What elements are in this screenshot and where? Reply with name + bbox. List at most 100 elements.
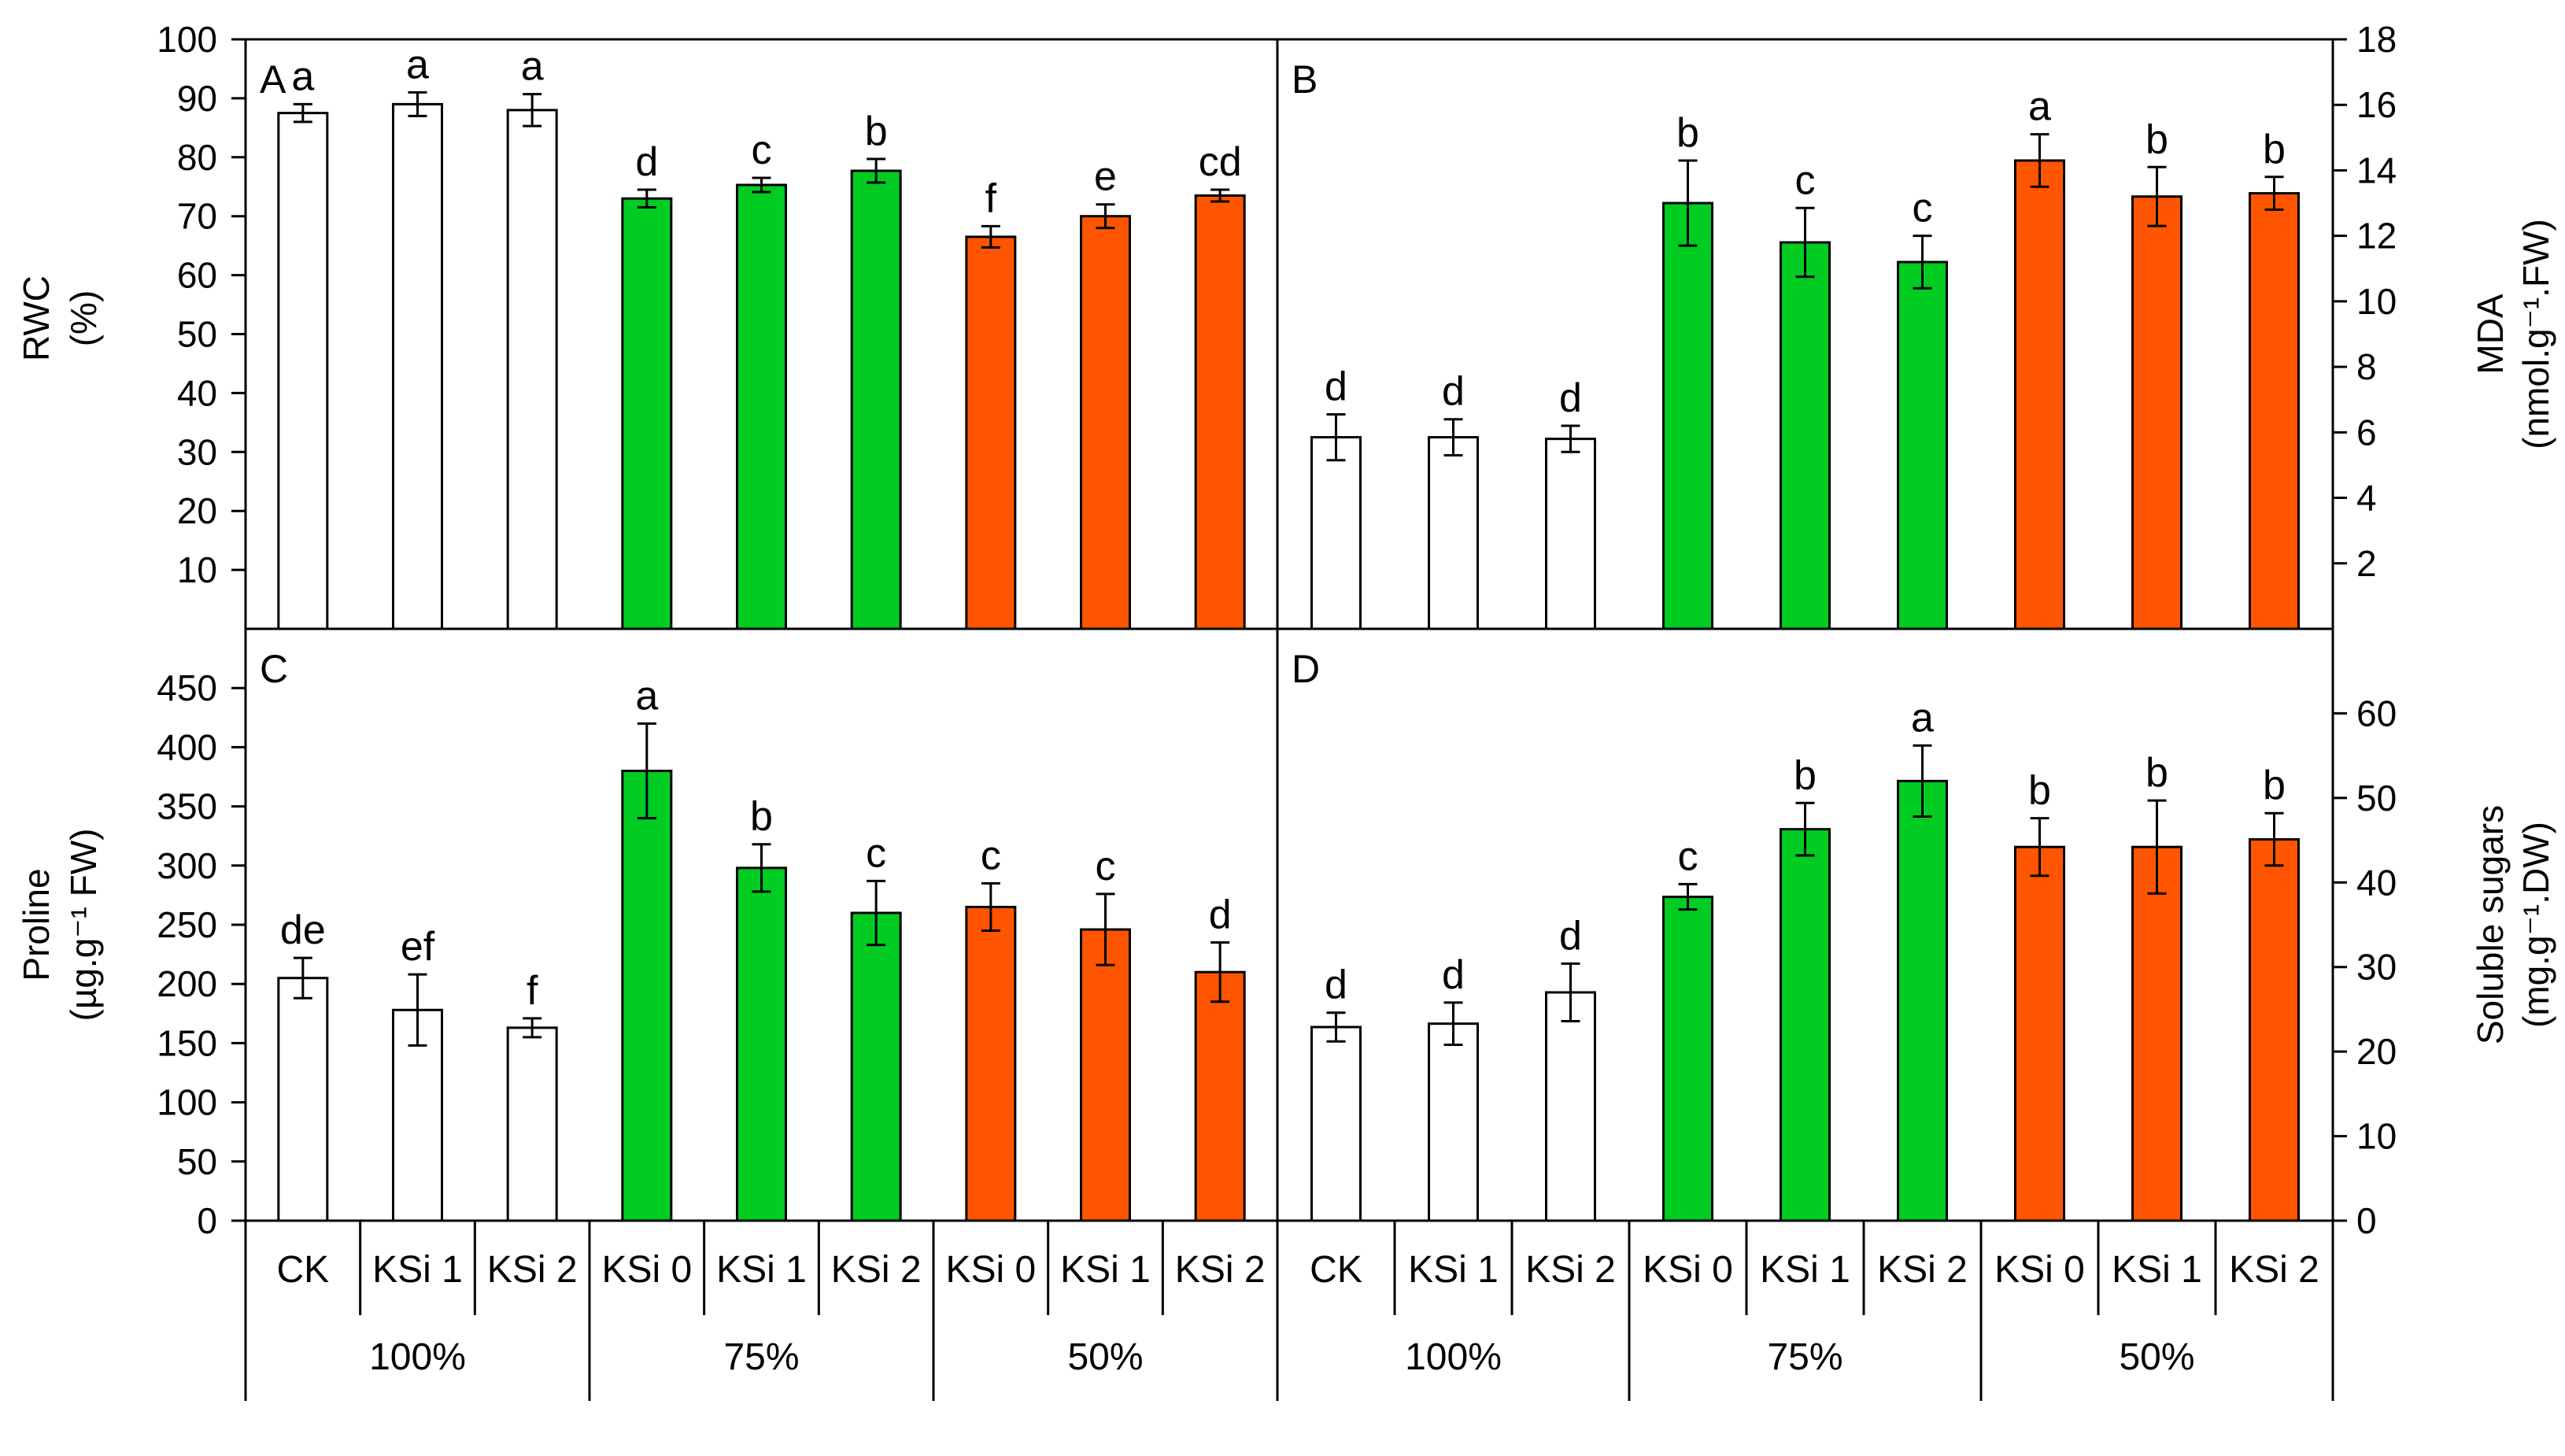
y-tick-label: 30 — [2356, 947, 2397, 988]
significance-letter: cd — [1199, 139, 1242, 185]
category-label: KSi 2 — [1525, 1249, 1616, 1291]
category-label: KSi 1 — [1060, 1249, 1151, 1291]
significance-letter: c — [752, 127, 772, 173]
category-label: KSi 2 — [831, 1249, 922, 1291]
bar — [277, 112, 329, 630]
significance-letter: a — [406, 42, 429, 87]
y-tick-label: 40 — [177, 372, 217, 413]
bar — [277, 977, 329, 1222]
y-tick-label: 4 — [2356, 478, 2377, 519]
panel-letter: C — [260, 647, 288, 691]
significance-letter: b — [865, 109, 888, 154]
y-tick-label: 30 — [177, 431, 217, 472]
significance-letter: b — [2263, 127, 2286, 172]
y-tick-label: 90 — [177, 78, 217, 119]
panel-letter: A — [260, 57, 286, 102]
y-tick-label: 300 — [157, 845, 217, 886]
significance-letter: d — [1325, 963, 1347, 1008]
significance-letter: d — [1559, 913, 1582, 959]
bar — [621, 197, 673, 630]
y-tick-label: 50 — [177, 1141, 217, 1182]
y-axis-title: Proline — [16, 868, 57, 981]
significance-letter: de — [280, 907, 326, 953]
category-label: KSi 2 — [1877, 1249, 1968, 1291]
bar — [1194, 194, 1246, 630]
significance-letter: a — [2028, 84, 2051, 130]
bar — [1428, 1022, 1479, 1222]
y-tick-label: 400 — [157, 726, 217, 767]
y-tick-label: 60 — [177, 255, 217, 296]
significance-letter: c — [981, 833, 1001, 878]
bar — [850, 169, 902, 630]
y-tick-label: 6 — [2356, 412, 2377, 453]
y-tick-label: 0 — [2356, 1200, 2377, 1241]
significance-letter: c — [1678, 833, 1698, 879]
y-axis-title: RWC — [16, 275, 57, 361]
significance-letter: c — [866, 830, 886, 876]
y-axis-title: MDA — [2470, 294, 2511, 375]
significance-letter: e — [1094, 154, 1117, 200]
category-label: KSi 1 — [372, 1249, 463, 1291]
bar — [2249, 192, 2300, 630]
y-tick-label: 50 — [177, 314, 217, 355]
significance-letter: d — [635, 139, 658, 185]
y-axis-unit: (nmol.g⁻¹.FW) — [2515, 219, 2556, 449]
bar — [2131, 195, 2182, 630]
significance-letter: ef — [401, 924, 435, 970]
y-tick-label: 50 — [2356, 778, 2397, 819]
y-axis-title: Soluble sugars — [2470, 805, 2511, 1044]
y-tick-label: 8 — [2356, 346, 2377, 387]
bar — [736, 183, 787, 630]
category-label: CK — [1310, 1249, 1362, 1291]
bar — [1310, 1025, 1362, 1222]
group-label: 50% — [2119, 1336, 2194, 1378]
significance-letter: b — [750, 794, 773, 840]
significance-letter: a — [1911, 695, 1934, 741]
category-label: KSi 0 — [945, 1249, 1036, 1291]
y-tick-label: 20 — [177, 490, 217, 531]
bar — [1897, 779, 1948, 1222]
y-axis-unit: (%) — [63, 290, 104, 347]
bar — [1662, 896, 1713, 1222]
panel-letter: B — [1292, 57, 1318, 102]
bar — [1080, 215, 1131, 630]
significance-letter: d — [1209, 892, 1232, 938]
bar — [1662, 201, 1713, 630]
bar — [1310, 436, 1362, 630]
group-label: 50% — [1067, 1336, 1143, 1378]
y-tick-label: 12 — [2356, 216, 2397, 257]
y-tick-label: 10 — [2356, 1116, 2397, 1157]
group-label: 75% — [1767, 1336, 1842, 1378]
bar — [850, 911, 902, 1222]
significance-letter: f — [527, 968, 538, 1014]
y-tick-label: 80 — [177, 137, 217, 178]
y-tick-label: 2 — [2356, 543, 2377, 584]
y-axis-unit: (mg.g⁻¹.DW) — [2515, 822, 2556, 1028]
y-tick-label: 60 — [2356, 693, 2397, 734]
bar — [1897, 261, 1948, 630]
y-tick-label: 20 — [2356, 1031, 2397, 1072]
significance-letter: a — [521, 44, 544, 90]
category-label: CK — [276, 1249, 329, 1291]
y-tick-label: 18 — [2356, 19, 2397, 60]
significance-letter: b — [1676, 110, 1699, 156]
bar — [1194, 970, 1246, 1222]
category-label: KSi 0 — [601, 1249, 692, 1291]
y-tick-label: 10 — [177, 549, 217, 590]
category-label: KSi 1 — [716, 1249, 807, 1291]
y-tick-label: 0 — [197, 1200, 217, 1241]
significance-letter: a — [291, 54, 314, 99]
bar — [1780, 828, 1831, 1222]
y-tick-label: 100 — [157, 19, 217, 60]
y-tick-label: 200 — [157, 963, 217, 1004]
y-tick-label: 250 — [157, 904, 217, 945]
bar — [392, 102, 443, 630]
bar — [2014, 159, 2065, 630]
bar — [2249, 837, 2300, 1222]
bar — [2131, 845, 2182, 1222]
significance-letter: d — [1559, 375, 1582, 421]
group-label: 75% — [723, 1336, 799, 1378]
significance-letter: a — [635, 673, 658, 719]
bar — [1428, 436, 1479, 630]
significance-letter: c — [1096, 844, 1116, 889]
